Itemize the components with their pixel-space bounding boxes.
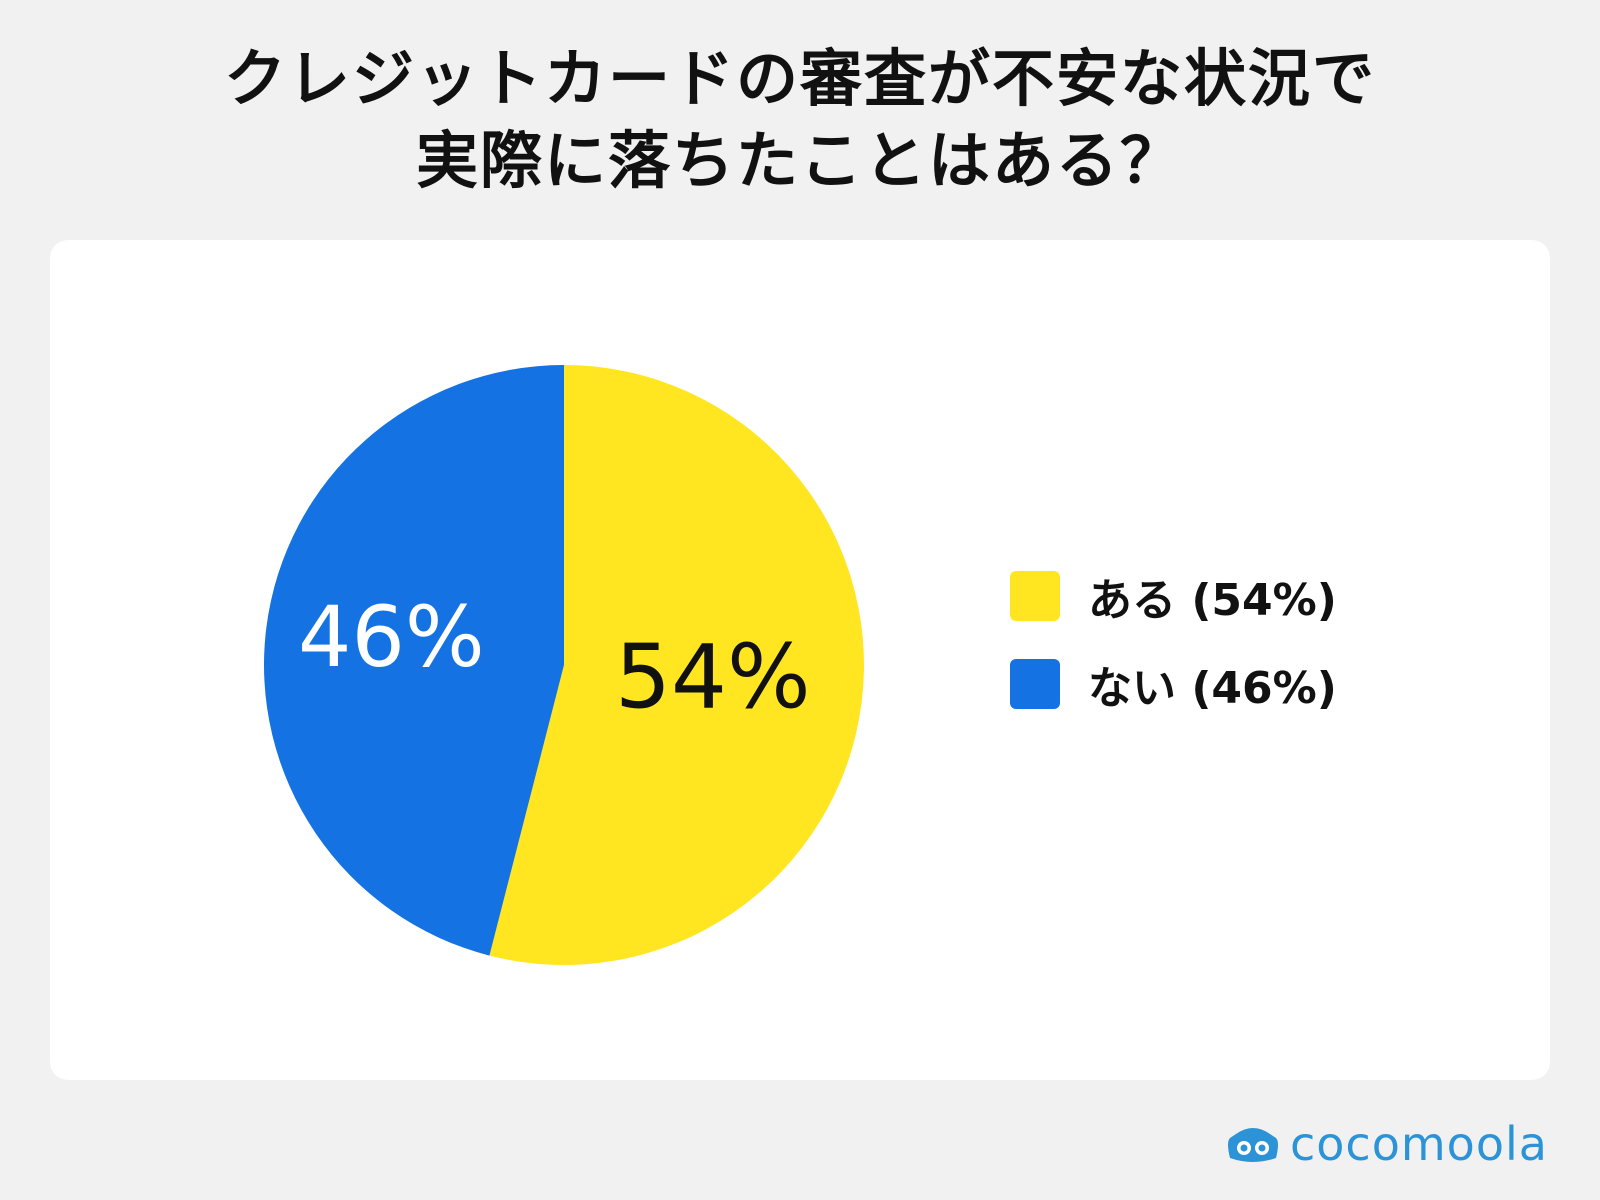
legend-label-nai: ない (46%): [1088, 663, 1337, 714]
chart-title: クレジットカードの審査が不安な状況で 実際に落ちたことはある？: [0, 38, 1600, 202]
pie-slice-nai: [264, 365, 564, 956]
chart-card: 54% 46% ある (54%) ない (46%): [50, 240, 1550, 1080]
legend-swatch-aru: [1010, 571, 1060, 621]
legend-item-nai: ない (46%): [1010, 658, 1337, 714]
legend-swatch-nai: [1010, 659, 1060, 709]
pie-slice-aru: [489, 365, 865, 965]
chart-title-line-2: 実際に落ちたことはある？: [415, 124, 1184, 197]
cocomoola-logo: cocomoola: [1226, 1117, 1548, 1171]
cocomoola-logo-text: cocomoola: [1290, 1117, 1548, 1171]
pie-label-aru: 54%: [615, 626, 811, 729]
legend-label-aru: ある (54%): [1088, 575, 1337, 626]
pie-chart: 54% 46%: [264, 365, 865, 965]
legend: ある (54%) ない (46%): [1010, 570, 1337, 746]
cocomoola-logo-icon: [1228, 1128, 1278, 1162]
chart-title-line-1: クレジットカードの審査が不安な状況で: [223, 42, 1376, 115]
legend-item-aru: ある (54%): [1010, 570, 1337, 626]
pie-label-nai: 46%: [298, 588, 485, 686]
